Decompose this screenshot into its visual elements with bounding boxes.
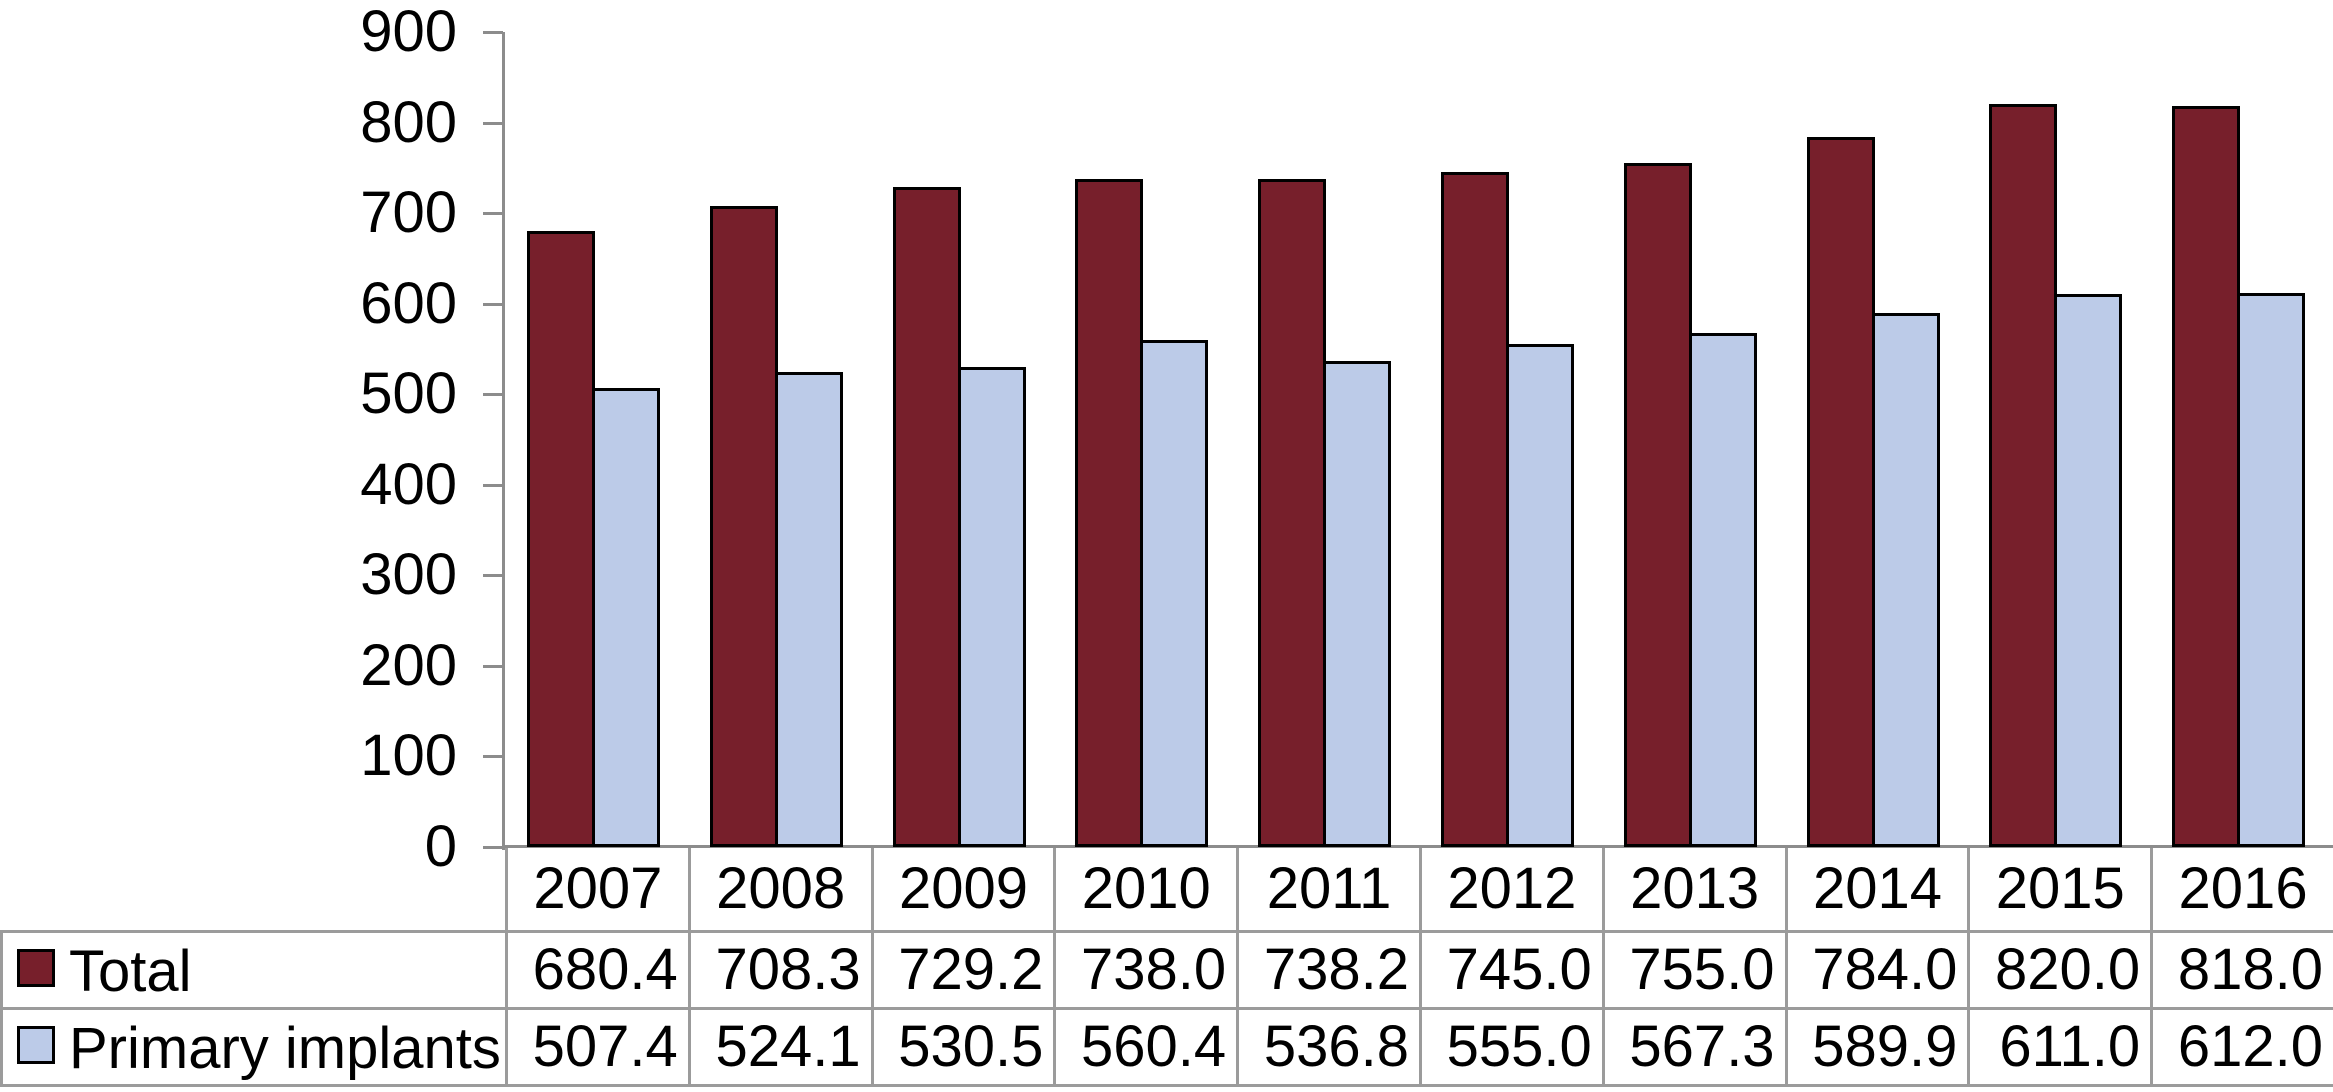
- bar-total: [1441, 172, 1509, 847]
- y-axis-label: 200: [360, 633, 457, 698]
- y-tick: [483, 846, 503, 849]
- bar-primary-implants: [1323, 361, 1391, 847]
- year-cell: 2007: [505, 848, 691, 933]
- bar-primary-implants: [592, 388, 660, 847]
- bar-total: [2172, 106, 2240, 847]
- value-cell: 536.8: [1236, 1006, 1422, 1087]
- value-cell: 612.0: [2150, 1006, 2333, 1087]
- y-axis-label: 500: [360, 361, 457, 426]
- value-cell: 530.5: [870, 1006, 1057, 1087]
- y-tick: [483, 303, 503, 306]
- y-tick: [483, 665, 503, 668]
- year-cell: 2015: [1967, 848, 2154, 933]
- y-tick: [483, 31, 503, 34]
- y-axis-label: 600: [360, 271, 457, 336]
- bar-primary-implants: [1689, 333, 1757, 847]
- bar-total: [1989, 104, 2057, 847]
- y-axis-line: [502, 32, 505, 850]
- bar-primary-implants: [1506, 344, 1574, 847]
- value-cell: 818.0: [2150, 929, 2333, 1010]
- x-baseline: [502, 845, 2333, 848]
- value-cell: 507.4: [505, 1006, 691, 1087]
- bar-primary-implants: [1140, 340, 1208, 847]
- value-cell: 820.0: [1967, 929, 2154, 1010]
- table-row-primary-implants: Primary implants 507.4 524.1 530.5 560.4 536.…: [0, 1006, 2333, 1087]
- table-corner-cell: [2, 848, 507, 931]
- bar-primary-implants: [2237, 293, 2305, 847]
- total-legend-swatch-icon: [17, 948, 55, 987]
- bar-primary-implants: [2054, 294, 2122, 847]
- y-tick: [483, 755, 503, 758]
- bar-total: [893, 187, 961, 847]
- value-cell: 560.4: [1053, 1006, 1240, 1087]
- value-cell: 729.2: [870, 929, 1057, 1010]
- table-row-years: 2007 2008 2009 2010 2011 2012 2013 2014 2015 2016: [2, 848, 2333, 933]
- year-cell: 2013: [1601, 848, 1788, 933]
- y-tick: [483, 393, 503, 396]
- value-cell: 611.0: [1967, 1006, 2154, 1087]
- value-cell: 589.9: [1784, 1006, 1971, 1087]
- bar-total: [1624, 163, 1692, 847]
- value-cell: 524.1: [687, 1006, 874, 1087]
- value-cell: 680.4: [505, 929, 691, 1010]
- bar-total: [1807, 137, 1875, 847]
- value-cell: 755.0: [1601, 929, 1788, 1010]
- year-cell: 2008: [687, 848, 874, 933]
- y-axis-label: 0: [424, 814, 457, 879]
- data-table: 2007 2008 2009 2010 2011 2012 2013 2014 2015 2016…: [0, 848, 2333, 1087]
- year-cell: 2010: [1053, 848, 1240, 933]
- year-cell: 2016: [2150, 848, 2333, 933]
- y-axis-label: 400: [360, 452, 457, 517]
- value-cell: 738.0: [1053, 929, 1240, 1010]
- value-cell: 738.2: [1236, 929, 1422, 1010]
- bar-primary-implants: [958, 367, 1026, 847]
- bar-total: [1075, 179, 1143, 847]
- value-cell: 567.3: [1601, 1006, 1788, 1087]
- bar-total: [1258, 179, 1326, 847]
- value-cell: 745.0: [1418, 929, 1605, 1010]
- table-row-total: Total 680.4 708.3 729.2 738.0 738.2 745.0 755.0…: [0, 929, 2333, 1010]
- value-cell: 708.3: [687, 929, 874, 1010]
- y-axis-label: 700: [360, 180, 457, 245]
- y-tick: [483, 212, 503, 215]
- y-tick: [483, 484, 503, 487]
- y-axis-label: 900: [360, 0, 457, 64]
- year-cell: 2014: [1784, 848, 1971, 933]
- bar-total: [710, 206, 778, 847]
- bar-primary-implants: [775, 372, 843, 847]
- y-axis-label: 100: [360, 723, 457, 788]
- value-cell: 555.0: [1418, 1006, 1605, 1087]
- bar-primary-implants: [1872, 313, 1940, 847]
- primary-implants-legend-swatch-icon: [17, 1025, 55, 1064]
- y-tick: [483, 574, 503, 577]
- year-cell: 2011: [1236, 848, 1422, 933]
- series-name-label: Primary implants: [69, 1016, 501, 1082]
- series-header-cell: Total: [0, 929, 508, 1010]
- year-cell: 2009: [870, 848, 1057, 933]
- year-cell: 2012: [1418, 848, 1605, 933]
- y-axis-label: 800: [360, 90, 457, 155]
- value-cell: 784.0: [1784, 929, 1971, 1010]
- bar-total: [527, 231, 595, 847]
- series-header-cell: Primary implants: [0, 1006, 508, 1087]
- series-name-label: Total: [69, 939, 192, 1005]
- y-axis-label: 300: [360, 542, 457, 607]
- y-tick: [483, 122, 503, 125]
